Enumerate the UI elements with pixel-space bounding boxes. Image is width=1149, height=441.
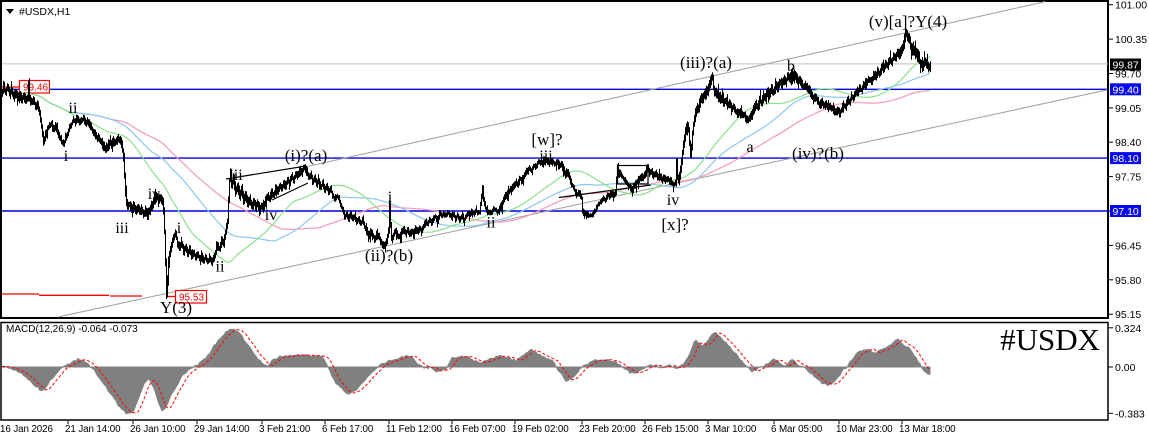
svg-text:99.46: 99.46 (23, 83, 48, 94)
svg-text:3 Mar 10:00: 3 Mar 10:00 (705, 424, 757, 435)
svg-text:95.53: 95.53 (179, 293, 204, 304)
svg-text:16 Jan 2026: 16 Jan 2026 (0, 424, 53, 435)
svg-text:ii: ii (216, 259, 225, 276)
svg-text:(ii)?(b): (ii)?(b) (365, 246, 413, 265)
svg-text:16 Feb 07:00: 16 Feb 07:00 (449, 424, 506, 435)
svg-text:23 Feb 20:00: 23 Feb 20:00 (579, 424, 636, 435)
svg-text:100.35: 100.35 (1115, 34, 1147, 46)
svg-text:iv: iv (667, 192, 679, 209)
svg-text:Y(3): Y(3) (160, 298, 192, 317)
svg-text:#USDX,H1: #USDX,H1 (19, 6, 71, 18)
svg-text:0.00: 0.00 (1115, 362, 1136, 374)
svg-text:99.87: 99.87 (1113, 60, 1139, 72)
svg-text:i: i (177, 220, 182, 237)
svg-text:(v)[a]?Y(4): (v)[a]?Y(4) (869, 12, 947, 31)
svg-text:ii: ii (69, 100, 78, 117)
svg-text:98.10: 98.10 (1113, 153, 1139, 165)
svg-text:6 Mar 05:00: 6 Mar 05:00 (771, 424, 823, 435)
svg-text:10 Mar 23:00: 10 Mar 23:00 (836, 424, 893, 435)
svg-text:#USDX: #USDX (1000, 322, 1100, 357)
svg-text:11 Feb 12:00: 11 Feb 12:00 (386, 424, 442, 435)
svg-text:0.324: 0.324 (1115, 323, 1141, 335)
svg-text:98.40: 98.40 (1115, 137, 1141, 149)
svg-text:iv: iv (265, 207, 277, 224)
svg-text:99.40: 99.40 (1113, 84, 1139, 96)
svg-text:(i)?(a): (i)?(a) (285, 146, 327, 165)
svg-text:[x]?: [x]? (661, 215, 688, 234)
svg-text:-0.383: -0.383 (1115, 408, 1145, 420)
svg-text:a: a (746, 139, 753, 156)
svg-text:29 Jan 14:00: 29 Jan 14:00 (194, 424, 250, 435)
svg-text:101.00: 101.00 (1115, 0, 1147, 12)
svg-text:b: b (787, 58, 795, 75)
svg-text:(iv)?(b): (iv)?(b) (792, 144, 844, 163)
svg-text:i: i (388, 189, 393, 206)
svg-text:iv: iv (148, 186, 160, 203)
svg-text:[w]?: [w]? (531, 130, 562, 149)
svg-text:97.10: 97.10 (1113, 206, 1139, 218)
svg-text:MACD(12,26,9) -0.064 -0.073: MACD(12,26,9) -0.064 -0.073 (6, 324, 138, 335)
svg-text:26 Feb 15:00: 26 Feb 15:00 (642, 424, 699, 435)
svg-text:97.75: 97.75 (1115, 172, 1141, 184)
svg-text:99.05: 99.05 (1115, 103, 1141, 115)
svg-text:21 Jan 14:00: 21 Jan 14:00 (65, 424, 121, 435)
svg-text:(iii)?(a): (iii)?(a) (680, 53, 732, 72)
svg-text:ii: ii (487, 215, 496, 232)
svg-text:13 Mar 18:00: 13 Mar 18:00 (899, 424, 956, 435)
svg-text:99.70: 99.70 (1115, 69, 1141, 81)
svg-text:3 Feb 21:00: 3 Feb 21:00 (259, 424, 311, 435)
svg-text:19 Feb 02:00: 19 Feb 02:00 (512, 424, 569, 435)
svg-text:26 Jan 10:00: 26 Jan 10:00 (130, 424, 186, 435)
svg-text:96.45: 96.45 (1115, 240, 1141, 252)
svg-text:iii: iii (115, 220, 129, 237)
svg-text:95.15: 95.15 (1115, 309, 1141, 321)
svg-text:i: i (64, 148, 69, 165)
svg-text:iii: iii (539, 148, 553, 165)
svg-text:iii: iii (229, 167, 243, 184)
svg-text:95.80: 95.80 (1115, 275, 1141, 287)
svg-text:6 Feb 17:00: 6 Feb 17:00 (322, 424, 374, 435)
